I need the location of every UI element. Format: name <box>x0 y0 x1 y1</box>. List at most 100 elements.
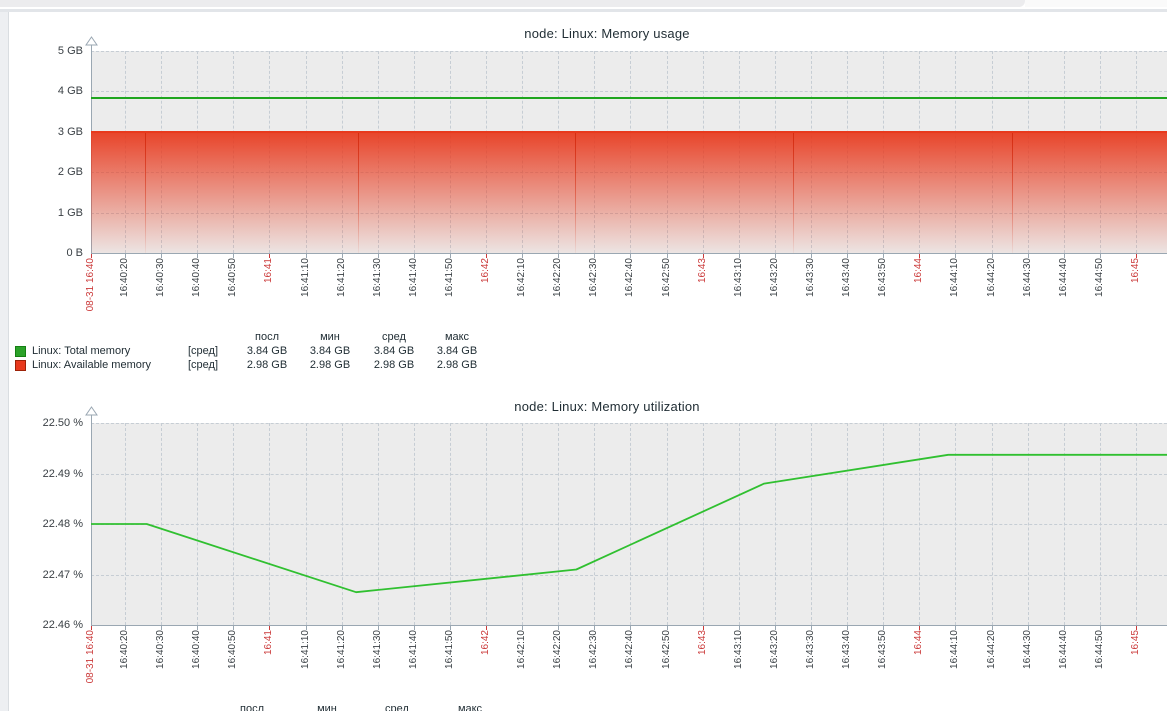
x-axis <box>91 625 1167 626</box>
y-tick-label: 5 GB <box>57 45 83 57</box>
top-tab-strip <box>0 0 1025 7</box>
chart-title: node: Linux: Memory usage <box>524 26 690 41</box>
x-tick-mark <box>847 626 848 630</box>
x-tick-label: 16:42:20 <box>552 258 563 297</box>
v-gridline <box>1100 423 1101 625</box>
x-tick-label: 16:41 <box>263 630 274 656</box>
x-tick-label: 16:41:50 <box>444 630 455 669</box>
y-axis-arrow-icon <box>85 406 98 416</box>
v-gridline <box>775 423 776 625</box>
x-tick-label: 16:43:50 <box>877 630 888 669</box>
h-gridline <box>91 423 1167 424</box>
y-axis-arrow-icon <box>85 36 98 46</box>
x-tick-label: 16:42:40 <box>624 258 635 297</box>
y-tick-label: 22.47 % <box>42 569 83 581</box>
x-tick-mark <box>594 626 595 630</box>
h-gridline <box>91 575 1167 576</box>
x-tick-mark <box>1136 254 1137 258</box>
legend-value: 2.98 GB <box>373 359 415 371</box>
x-tick-label: 16:43:40 <box>841 258 852 297</box>
plot-background[interactable] <box>91 51 1167 253</box>
v-gridline <box>1028 423 1029 625</box>
v-gridline <box>306 423 307 625</box>
v-gridline <box>161 423 162 625</box>
legend-func-label: [сред] <box>188 359 219 371</box>
x-tick-label: 16:41 <box>263 258 274 284</box>
x-tick-label: 16:41:30 <box>372 630 383 669</box>
legend-item-label: Linux: Total memory <box>32 345 131 357</box>
v-gridline <box>811 423 812 625</box>
v-gridline <box>378 423 379 625</box>
x-tick-mark <box>775 254 776 258</box>
x-tick-mark <box>486 254 487 258</box>
legend-header: мин <box>317 703 337 711</box>
x-tick-mark <box>558 254 559 258</box>
x-tick-label: 16:44:50 <box>1094 258 1105 297</box>
legend-value: 2.98 GB <box>246 359 288 371</box>
x-tick-label: 16:41:20 <box>336 630 347 669</box>
x-tick-mark <box>233 626 234 630</box>
x-tick-mark <box>883 626 884 630</box>
x-tick-label: 16:40:40 <box>191 630 202 669</box>
x-tick-label: 16:41:10 <box>300 630 311 669</box>
v-gridline <box>1064 423 1065 625</box>
plot-background[interactable] <box>91 423 1167 625</box>
chart-title: node: Linux: Memory utilization <box>514 399 700 414</box>
v-gridline <box>739 423 740 625</box>
x-tick-mark <box>992 254 993 258</box>
v-gridline <box>847 51 848 253</box>
v-gridline <box>703 423 704 625</box>
x-tick-label: 16:41:50 <box>444 258 455 297</box>
x-tick-mark <box>847 254 848 258</box>
legend-item-label: Linux: Available memory <box>32 359 152 371</box>
v-gridline <box>197 51 198 253</box>
v-gridline <box>992 51 993 253</box>
x-tick-label: 16:41:40 <box>408 630 419 669</box>
legend-value: 3.84 GB <box>373 345 415 357</box>
available-memory-area <box>91 133 1167 253</box>
x-tick-mark <box>342 626 343 630</box>
v-gridline <box>594 51 595 253</box>
v-gridline <box>667 51 668 253</box>
v-gridline <box>919 423 920 625</box>
x-tick-label: 16:43:10 <box>733 258 744 297</box>
legend-value: 3.84 GB <box>436 345 478 357</box>
x-tick-mark <box>125 626 126 630</box>
x-tick-label: 16:40:40 <box>191 258 202 297</box>
v-gridline <box>847 423 848 625</box>
x-tick-label: 16:41:30 <box>372 258 383 297</box>
x-tick-label: 16:43:50 <box>877 258 888 297</box>
x-tick-label: 16:42:30 <box>588 630 599 669</box>
h-gridline <box>91 213 1167 214</box>
legend-value: 3.84 GB <box>246 345 288 357</box>
v-gridline <box>558 423 559 625</box>
legend-value: 3.84 GB <box>309 345 351 357</box>
x-tick-mark <box>1136 626 1137 630</box>
v-gridline <box>414 51 415 253</box>
legend-header: сред <box>382 331 406 343</box>
legend-value: 2.98 GB <box>436 359 478 371</box>
x-tick-mark <box>775 626 776 630</box>
x-tick-label: 16:41:10 <box>300 258 311 297</box>
x-tick-mark <box>378 254 379 258</box>
area-seam-line <box>575 133 576 253</box>
x-tick-label: 16:44:50 <box>1094 630 1105 669</box>
y-tick-label: 22.46 % <box>42 619 83 631</box>
legend-header: сред <box>385 703 409 711</box>
x-tick-label: 16:42 <box>480 258 491 284</box>
x-tick-mark <box>306 254 307 258</box>
x-tick-mark <box>269 254 270 258</box>
x-tick-mark <box>703 626 704 630</box>
x-tick-mark <box>197 254 198 258</box>
x-tick-label: 16:40:30 <box>155 630 166 669</box>
x-tick-label: 16:41:20 <box>336 258 347 297</box>
x-tick-label: 16:43 <box>697 630 708 656</box>
x-tick-label: 16:43:30 <box>805 630 816 669</box>
y-tick-label: 22.50 % <box>42 417 83 429</box>
x-tick-label: 16:42:20 <box>552 630 563 669</box>
x-tick-mark <box>522 626 523 630</box>
v-gridline <box>1136 423 1137 625</box>
available-memory-topline <box>91 131 1167 133</box>
x-tick-mark <box>919 626 920 630</box>
